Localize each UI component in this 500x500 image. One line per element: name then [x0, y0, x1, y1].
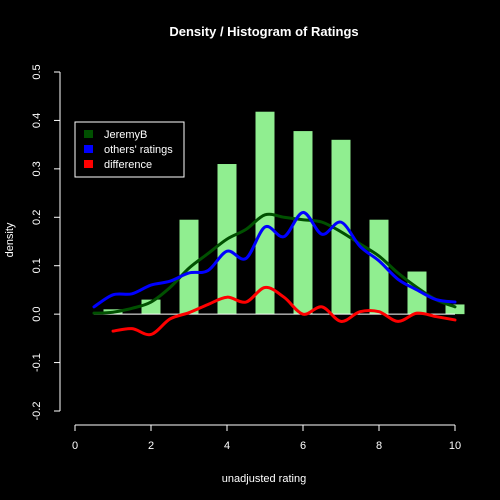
- y-tick-label: -0.1: [31, 353, 43, 372]
- histogram-bar: [331, 139, 351, 315]
- x-tick-label: 6: [300, 440, 306, 452]
- y-tick-label: 0.5: [31, 64, 43, 79]
- x-tick-label: 8: [376, 440, 382, 452]
- legend-swatch: [84, 160, 93, 168]
- x-tick-label: 4: [224, 440, 230, 452]
- chart-title: Density / Histogram of Ratings: [169, 24, 358, 39]
- density-curves: [92, 210, 457, 337]
- y-tick-label: 0.2: [31, 210, 43, 225]
- y-tick-label: 0.3: [31, 161, 43, 176]
- histogram-bar: [445, 304, 465, 315]
- legend-swatch: [84, 145, 93, 153]
- y-tick-label: 0.4: [31, 113, 43, 128]
- legend-label: others' ratings: [104, 144, 173, 156]
- x-axis: 0 2 4 6 8 10: [72, 424, 461, 452]
- legend-box: [74, 121, 185, 178]
- y-tick-label: 0.1: [31, 258, 43, 273]
- x-tick-label: 2: [148, 440, 154, 452]
- histogram-bars: [103, 111, 465, 315]
- legend-label: difference: [104, 159, 152, 171]
- legend-label: JeremyB: [104, 129, 147, 141]
- x-axis-label: unadjusted rating: [222, 473, 306, 485]
- y-axis: -0.2 -0.1 0.0 0.1 0.2 0.3 0.4 0.5: [31, 64, 61, 421]
- series-line: [92, 212, 457, 315]
- y-tick-label: 0.0: [31, 306, 43, 321]
- legend-swatch: [84, 130, 93, 138]
- histogram-bar: [369, 219, 389, 315]
- histogram-bar: [293, 131, 313, 315]
- histogram-bar: [407, 271, 427, 315]
- x-tick-label: 10: [449, 440, 461, 452]
- histogram-bar: [255, 111, 275, 315]
- y-axis-label: density: [4, 222, 16, 257]
- series-line: [111, 286, 457, 337]
- legend: JeremyB others' ratings difference: [74, 121, 185, 178]
- x-tick-label: 0: [72, 440, 78, 452]
- y-tick-label: -0.2: [31, 402, 43, 421]
- series-line: [92, 210, 457, 309]
